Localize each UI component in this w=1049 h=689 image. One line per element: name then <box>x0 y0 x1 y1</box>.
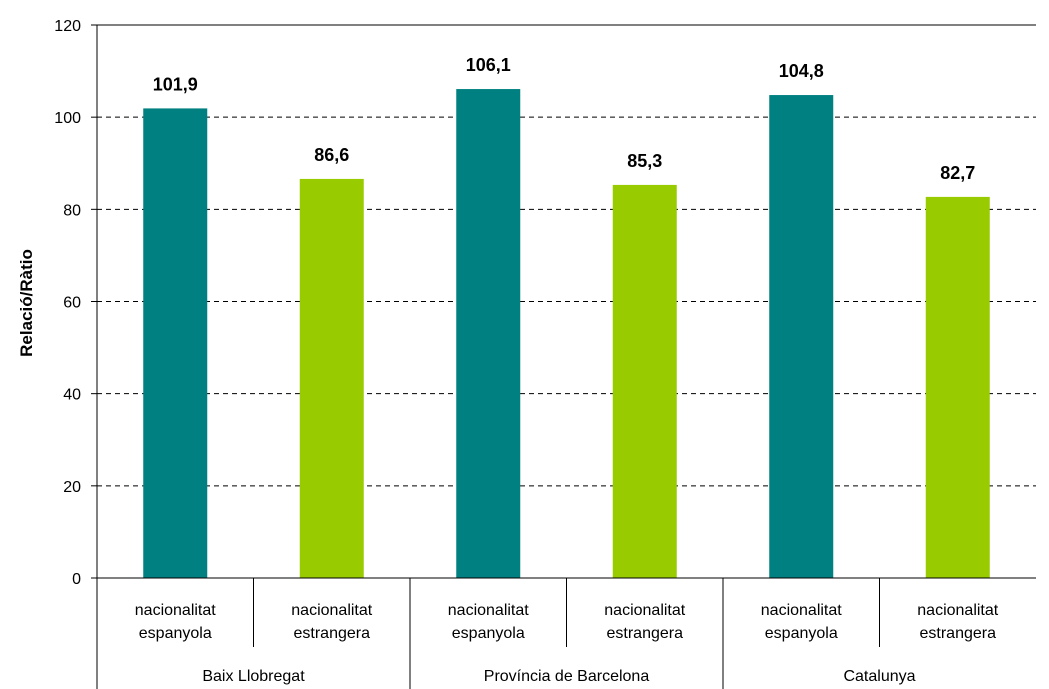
bar <box>769 95 834 579</box>
category-label: espanyola <box>452 625 525 642</box>
category-label: estrangera <box>607 625 684 642</box>
bar-value-label: 82,7 <box>940 163 975 183</box>
bar-value-label: 101,9 <box>153 74 198 94</box>
category-label: nacionalitat <box>291 602 373 619</box>
y-axis-ticks: 0 20 40 60 80 100 120 <box>54 18 97 588</box>
y-tick-label: 0 <box>72 571 81 588</box>
bar-value-label: 104,8 <box>779 61 824 81</box>
data-labels: 101,9 86,6 106,1 85,3 104,8 82,7 <box>153 55 976 183</box>
bar <box>925 196 990 578</box>
group-label: Baix Llobregat <box>202 668 305 685</box>
category-label: nacionalitat <box>604 602 686 619</box>
category-label: nacionalitat <box>761 602 843 619</box>
category-label: estrangera <box>294 625 371 642</box>
x-axis: nacionalitat espanyola nacionalitat estrang… <box>96 25 1036 689</box>
bar <box>299 178 364 578</box>
group-label: Província de Barcelona <box>484 668 650 685</box>
bar-value-label: 86,6 <box>314 145 349 165</box>
category-label: nacionalitat <box>135 602 217 619</box>
gridlines <box>97 24 1036 487</box>
bar <box>612 184 677 578</box>
bar-value-label: 85,3 <box>627 151 662 171</box>
category-label: espanyola <box>139 625 212 642</box>
y-tick-label: 120 <box>54 18 81 35</box>
y-tick-label: 100 <box>54 110 81 127</box>
y-tick-label: 20 <box>63 479 81 496</box>
y-tick-label: 80 <box>63 202 81 219</box>
category-label: estrangera <box>920 625 997 642</box>
y-tick-label: 60 <box>63 295 81 312</box>
y-tick-label: 40 <box>63 387 81 404</box>
bar <box>456 89 521 578</box>
bar-value-label: 106,1 <box>466 55 511 75</box>
group-label: Catalunya <box>843 668 915 685</box>
bars <box>143 89 990 579</box>
bar <box>143 108 208 579</box>
y-axis-label: Relació/Ràtio <box>17 249 36 357</box>
category-label: espanyola <box>765 625 838 642</box>
category-label: nacionalitat <box>917 602 999 619</box>
category-label: nacionalitat <box>448 602 530 619</box>
